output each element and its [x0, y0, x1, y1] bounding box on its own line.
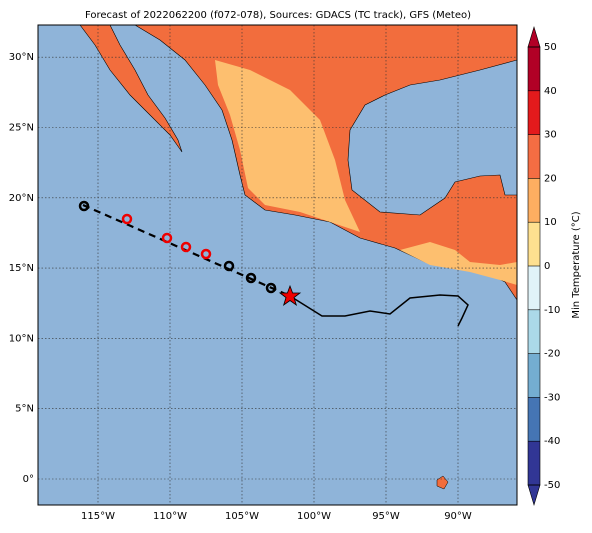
lon-label: 90°W [444, 511, 472, 522]
colorbar-band [528, 397, 540, 442]
land-plateau [215, 60, 517, 285]
gulf [347, 59, 517, 216]
lat-label: 5°N [15, 404, 34, 415]
lat-label: 15°N [9, 263, 34, 274]
cyclone-symbols [78, 200, 277, 294]
lat-label: 30°N [9, 52, 34, 63]
lat-label: 10°N [9, 333, 34, 344]
lon-label: 110°W [153, 511, 187, 522]
colorbar-band [528, 178, 540, 223]
colorbar-band [528, 134, 540, 179]
colorbar-tick-label: 50 [544, 42, 557, 53]
colorbar-tick-label: 20 [544, 173, 557, 184]
lat-label: 0° [23, 474, 34, 485]
lat-label: 25°N [9, 123, 34, 134]
colorbar-band [528, 222, 540, 266]
colorbar-band [528, 353, 540, 398]
colorbar: 50 40 30 20 10 0 -10 -20 -30 -40 -50 [527, 25, 560, 507]
colorbar-band [528, 266, 540, 310]
colorbar-tick-label: -30 [544, 392, 560, 403]
map-area [38, 25, 517, 505]
colorbar-tick-label: -10 [544, 305, 560, 316]
colorbar-extend-top [527, 25, 541, 48]
colorbar-tick-label: -50 [544, 480, 560, 491]
current-position [278, 284, 302, 307]
colorbar-extend-bottom [527, 484, 541, 507]
lon-label: 115°W [81, 511, 115, 522]
map-frame [37, 24, 518, 506]
colorbar-tick-label: 10 [544, 217, 557, 228]
lon-label: 95°W [372, 511, 400, 522]
colorbar-tick-label: 30 [544, 130, 557, 141]
colorbar-tick-label: 0 [544, 261, 550, 272]
colorbar-tick-label: -40 [544, 436, 560, 447]
colorbar-band [528, 309, 540, 354]
colorbar-band [528, 441, 540, 485]
title: Forecast of 2022062200 (f072-078), Sourc… [85, 10, 471, 21]
lon-label: 105°W [225, 511, 259, 522]
colorbar-label: Min Temperature (°C) [571, 211, 582, 318]
colorbar-band [528, 47, 540, 91]
grid [38, 25, 517, 505]
colorbar-tick-label: -20 [544, 349, 560, 360]
lon-label: 100°W [297, 511, 331, 522]
colorbar-band [528, 90, 540, 135]
past-track [289, 294, 469, 327]
colorbar-tick-label: 40 [544, 86, 557, 97]
lat-label: 20°N [9, 193, 34, 204]
